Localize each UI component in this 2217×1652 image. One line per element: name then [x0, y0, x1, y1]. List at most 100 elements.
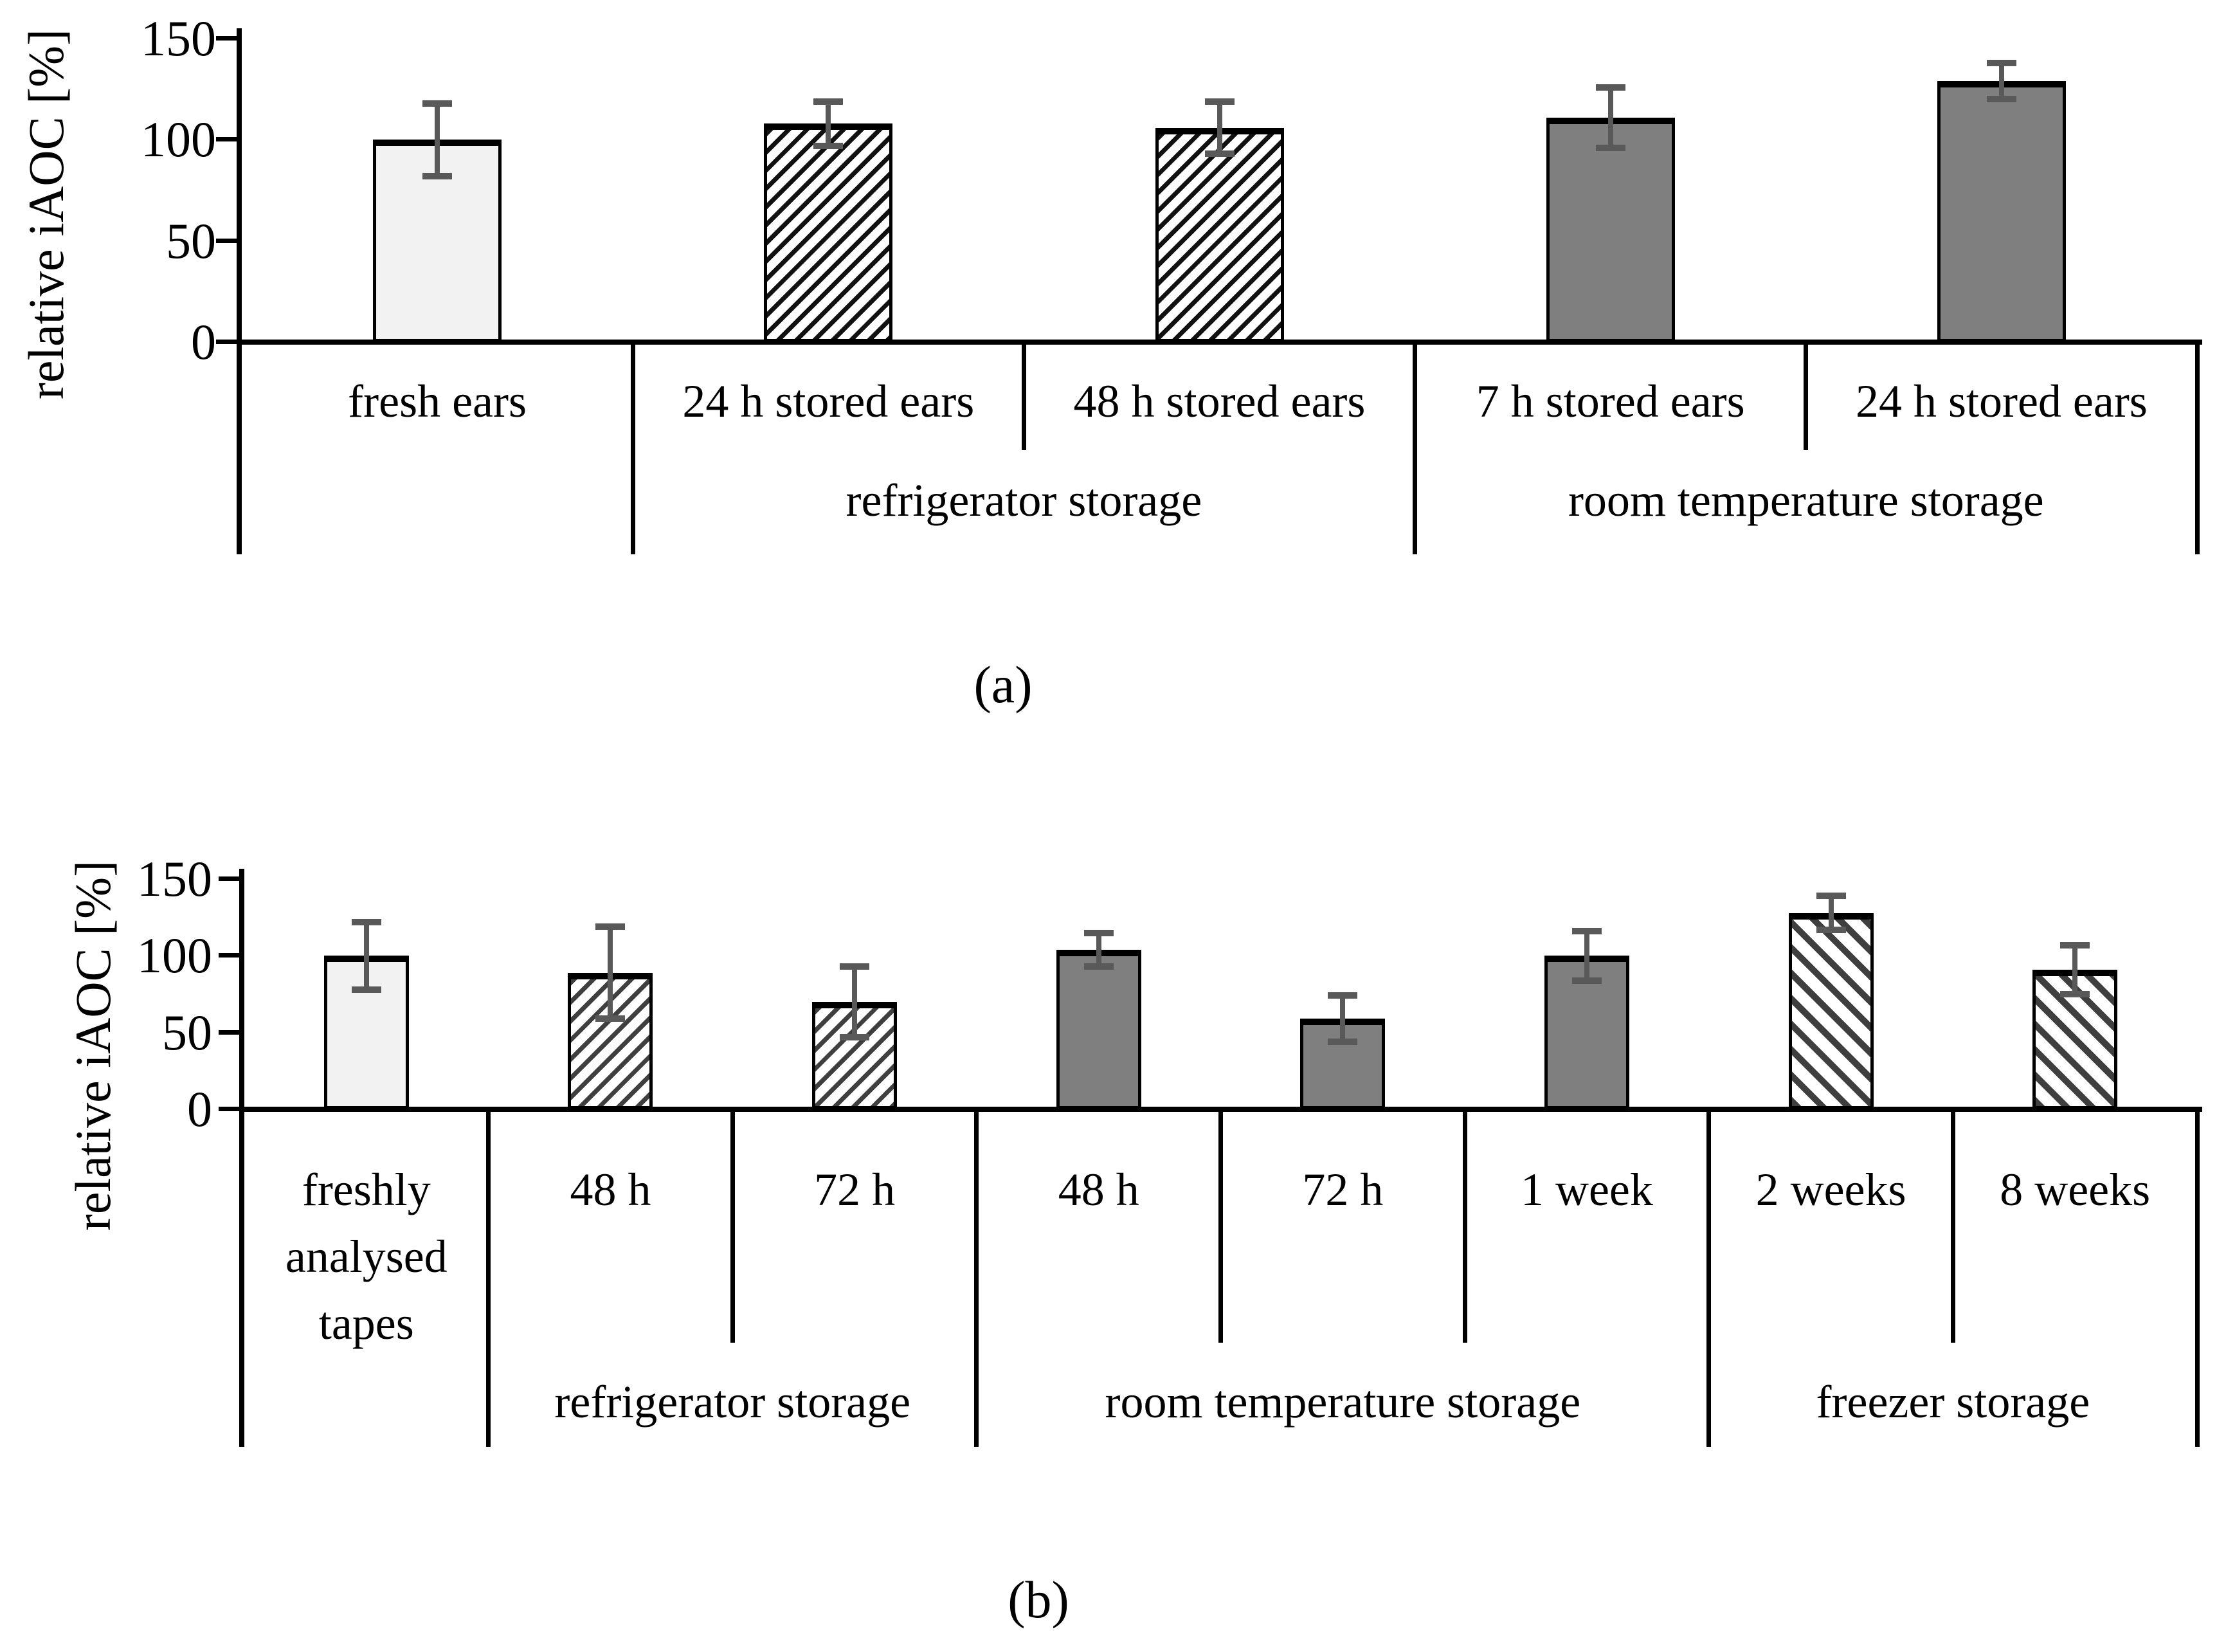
y-tick	[216, 340, 237, 344]
category-separator	[1706, 1112, 1712, 1447]
error-bar-cap-bottom	[351, 986, 381, 993]
y-tick-label: 150	[141, 10, 216, 67]
category-separator	[1950, 1112, 1955, 1343]
category-label: 1 week	[1520, 1164, 1653, 1215]
error-bar-line	[1998, 62, 2004, 100]
error-bar-line	[852, 967, 858, 1037]
error-bar-line	[1828, 896, 1834, 930]
error-bar-cap-top	[2060, 941, 2090, 949]
y-tick	[216, 238, 237, 243]
error-bar-cap-bottom	[840, 1033, 870, 1040]
category-separator	[486, 1112, 491, 1447]
error-bar-cap-top	[1986, 59, 2016, 66]
error-bar-line	[2072, 945, 2078, 995]
category-label: 48 h	[570, 1164, 651, 1215]
error-bar-line	[1340, 995, 1346, 1042]
y-tick	[219, 1030, 239, 1035]
category-label: 72 h	[814, 1164, 896, 1215]
bar	[2032, 969, 2118, 1109]
category-separator	[1804, 345, 1809, 450]
y-tick	[219, 953, 239, 958]
error-bar-cap-bottom	[1986, 96, 2016, 103]
bar	[1937, 81, 2066, 342]
error-bar-cap-top	[1083, 929, 1114, 936]
error-bar-cap-top	[1328, 992, 1358, 999]
error-bar-line	[1096, 932, 1101, 967]
category-separator	[1462, 1112, 1467, 1343]
y-tick-label: 100	[137, 927, 212, 984]
error-bar-line	[608, 927, 613, 1019]
y-tick	[219, 876, 239, 882]
bar	[764, 123, 893, 342]
y-axis-line	[239, 869, 244, 1447]
bar	[1056, 949, 1141, 1109]
error-bar-cap-top	[813, 98, 844, 105]
category-separator	[1413, 345, 1418, 554]
group-label: refrigerator storage	[554, 1376, 911, 1428]
category-separator	[730, 1112, 735, 1343]
category-label: 24 h stored ears	[1855, 376, 2148, 427]
error-bar-cap-top	[422, 100, 453, 107]
error-bar-cap-top	[351, 918, 381, 925]
error-bar-cap-bottom	[1595, 144, 1625, 151]
error-bar-line	[826, 101, 831, 146]
error-bar-cap-bottom	[1328, 1039, 1358, 1046]
bar	[1546, 117, 1675, 342]
error-bar-line	[363, 921, 369, 990]
group-label: room temperature storage	[1568, 475, 2044, 526]
bar	[1788, 912, 1874, 1109]
error-bar-cap-bottom	[813, 142, 844, 149]
y-axis-title-a: relative iAOC [%]	[18, 28, 74, 400]
y-tick-label: 0	[187, 1081, 212, 1137]
error-bar-cap-bottom	[1083, 963, 1114, 970]
category-label: freshly analysed tapes	[285, 1164, 448, 1349]
category-separator	[2194, 1112, 2200, 1447]
category-label: 72 h	[1302, 1164, 1384, 1215]
error-bar-cap-bottom	[595, 1015, 626, 1022]
category-label: 24 h stored ears	[682, 376, 975, 427]
error-bar-cap-top	[840, 963, 870, 970]
error-bar-line	[435, 103, 440, 177]
category-label: 48 h	[1058, 1164, 1139, 1215]
y-axis-line	[237, 28, 242, 554]
y-tick	[219, 1107, 239, 1111]
category-label: fresh ears	[348, 376, 527, 427]
y-tick-label: 50	[162, 1004, 212, 1060]
error-bar-cap-top	[1595, 84, 1625, 91]
group-label: freezer storage	[1816, 1376, 2090, 1428]
bar	[568, 972, 653, 1109]
category-separator	[1021, 345, 1026, 450]
group-label: room temperature storage	[1105, 1376, 1581, 1428]
y-tick	[216, 36, 237, 41]
error-bar-cap-bottom	[1816, 926, 1846, 933]
x-axis-line	[237, 340, 2202, 345]
error-bar-cap-top	[1571, 928, 1602, 935]
group-label: refrigerator storage	[846, 475, 1202, 526]
caption-b: (b)	[1008, 1570, 1069, 1629]
category-separator	[1218, 1112, 1223, 1343]
error-bar-cap-bottom	[422, 173, 453, 180]
y-tick-label: 150	[137, 851, 212, 907]
x-axis-line	[239, 1107, 2202, 1112]
y-tick-label: 100	[141, 111, 216, 168]
error-bar-cap-top	[595, 923, 626, 930]
error-bar-cap-top	[1816, 893, 1846, 900]
y-tick-label: 50	[166, 212, 216, 269]
error-bar-line	[1607, 87, 1613, 148]
error-bar-cap-bottom	[1571, 977, 1602, 984]
category-label: 48 h stored ears	[1073, 376, 1366, 427]
y-axis-title-b: relative iAOC [%]	[65, 860, 121, 1231]
error-bar-cap-bottom	[1204, 150, 1235, 158]
category-label: 8 weeks	[2000, 1164, 2151, 1215]
error-bar-line	[1217, 101, 1222, 154]
category-separator	[2194, 345, 2200, 554]
category-label: 2 weeks	[1755, 1164, 1906, 1215]
category-separator	[630, 345, 635, 554]
error-bar-cap-bottom	[2060, 991, 2090, 998]
y-tick	[216, 137, 237, 142]
error-bar-line	[1584, 931, 1589, 981]
error-bar-cap-top	[1204, 98, 1235, 105]
caption-a: (a)	[973, 655, 1033, 714]
category-label: 7 h stored ears	[1476, 376, 1745, 427]
